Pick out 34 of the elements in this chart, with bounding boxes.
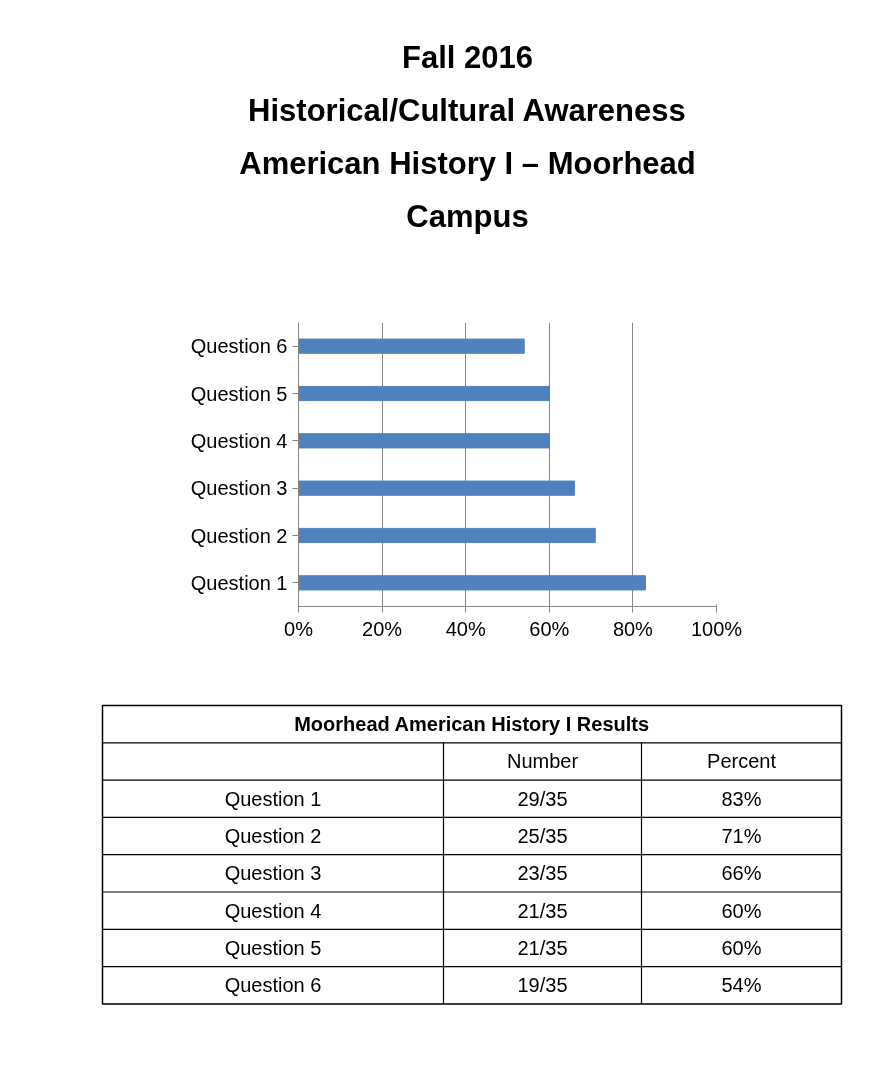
text: 71% <box>721 825 762 848</box>
y-tick-label: Question 3 <box>190 477 288 500</box>
x-tick-label: 40% <box>445 617 486 640</box>
text: 29/35 <box>517 787 568 810</box>
text: 60% <box>721 899 762 922</box>
text: 60% <box>721 936 762 959</box>
y-tick-label: Question 2 <box>190 524 288 547</box>
text: Moorhead American History I Results <box>294 713 650 736</box>
chart-title: Fall 2016 Historical/Cultural Awareness American History I – Moorhead Campus <box>239 40 696 234</box>
x-tick-label: 20% <box>362 617 403 640</box>
text: 21/35 <box>517 899 568 922</box>
x-tick-label: 60% <box>529 617 570 640</box>
category-label: Question 2 <box>224 825 322 848</box>
text: Percent <box>707 750 777 773</box>
category-label: Question 4 <box>224 899 322 922</box>
y-tick-label: Question 6 <box>190 335 288 358</box>
text: 66% <box>721 862 762 885</box>
y-tick-label: Question 1 <box>190 571 288 594</box>
text: 23/35 <box>517 862 568 885</box>
category-label: Question 1 <box>224 787 322 810</box>
text: 25/35 <box>517 825 568 848</box>
x-tick-label: 0% <box>284 617 314 640</box>
y-tick-label: Question 4 <box>190 429 288 452</box>
category-label: Question 3 <box>224 862 322 885</box>
category-label: Question 5 <box>224 936 322 959</box>
text: 19/35 <box>517 974 568 997</box>
text: 21/35 <box>517 936 568 959</box>
text: 83% <box>721 787 762 810</box>
x-tick-label: 80% <box>612 617 654 640</box>
text: 54% <box>721 974 762 997</box>
text: Number <box>506 750 579 773</box>
y-tick-label: Question 5 <box>190 382 288 405</box>
x-tick-label: 100% <box>690 617 743 640</box>
category-label: Question 6 <box>224 974 322 997</box>
